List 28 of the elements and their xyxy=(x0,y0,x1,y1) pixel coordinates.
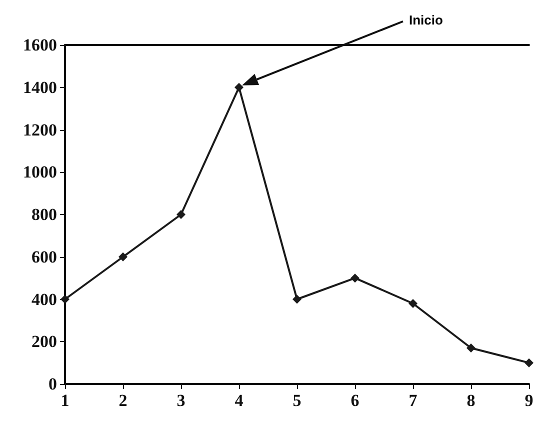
point xyxy=(350,274,360,283)
y-tick-label: 800 xyxy=(32,205,57,224)
y-tick-label: 200 xyxy=(32,332,57,352)
point xyxy=(176,210,186,219)
point xyxy=(524,358,534,368)
y-tick-label: 600 xyxy=(32,247,57,266)
y-tick-label: 0 xyxy=(48,374,57,394)
y-tick-label: 400 xyxy=(32,290,57,309)
y-tick-label: 1000 xyxy=(23,162,57,182)
x-tick-label: 7 xyxy=(408,391,418,410)
x-tick-label: 1 xyxy=(60,391,70,410)
text: Inicio xyxy=(409,12,444,28)
y-tick-label: 1600 xyxy=(23,36,57,54)
point xyxy=(292,294,302,304)
x-tick-label: 5 xyxy=(292,391,302,410)
point xyxy=(408,298,418,308)
y-tick-label: 1200 xyxy=(23,120,57,140)
point xyxy=(234,82,244,92)
x-tick-label: 6 xyxy=(350,391,360,410)
x-tick-label: 3 xyxy=(176,391,186,410)
point xyxy=(60,294,70,304)
x-tick-label: 9 xyxy=(524,391,534,410)
x-tick-label: 4 xyxy=(234,391,244,410)
y-tick-label: 1400 xyxy=(23,78,57,97)
point xyxy=(466,343,476,352)
x-tick-label: 8 xyxy=(466,391,476,410)
x-tick-label: 2 xyxy=(118,391,128,410)
point xyxy=(118,252,128,262)
